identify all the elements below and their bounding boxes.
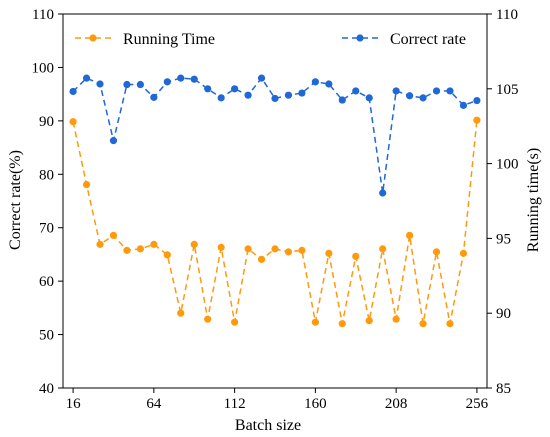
running-time-point bbox=[284, 248, 293, 256]
running-time-point bbox=[352, 252, 360, 260]
correct-rate-point bbox=[459, 101, 468, 109]
correct-rate-point bbox=[338, 96, 346, 104]
right-y-tick-label: 95 bbox=[496, 231, 511, 247]
correct-rate-point bbox=[244, 91, 252, 99]
correct-rate-point bbox=[217, 94, 225, 102]
running-time-point bbox=[446, 320, 454, 328]
correct-rate-point bbox=[473, 96, 481, 105]
correct-rate-point bbox=[123, 80, 131, 89]
legend: Running Time Correct rate bbox=[75, 31, 466, 48]
correct-rate-point bbox=[231, 85, 239, 93]
running-time-point bbox=[82, 180, 91, 189]
running-time-point bbox=[217, 243, 225, 251]
running-time-point bbox=[432, 248, 441, 256]
running-time-line bbox=[72, 120, 478, 324]
running-time-point bbox=[123, 246, 131, 254]
correct-rate-point bbox=[177, 74, 185, 82]
correct-rate-point bbox=[311, 78, 319, 86]
running-time-point bbox=[96, 240, 104, 248]
correct-rate-point bbox=[298, 89, 306, 97]
left-y-tick-label: 50 bbox=[39, 328, 54, 344]
running-time-point bbox=[473, 116, 481, 124]
running-time-point bbox=[136, 245, 144, 253]
x-tick-label: 64 bbox=[146, 396, 162, 412]
correct-rate-point bbox=[284, 91, 293, 99]
correct-rate-point bbox=[271, 94, 279, 103]
left-y-tick-label: 70 bbox=[39, 221, 54, 237]
running-time-point bbox=[190, 240, 198, 248]
running-time-point bbox=[109, 231, 118, 240]
legend-label: Correct rate bbox=[390, 31, 466, 48]
right-y-axis-label: Running time(s) bbox=[525, 148, 542, 252]
left-y-tick-label: 90 bbox=[39, 114, 54, 130]
right-y-tick-label: 105 bbox=[496, 82, 519, 98]
running-time-point bbox=[271, 245, 279, 253]
correct-rate-point bbox=[446, 87, 454, 95]
x-tick-label: 160 bbox=[304, 396, 327, 412]
correct-rate-point bbox=[163, 78, 171, 86]
correct-rate-point bbox=[136, 80, 144, 89]
running-time-point bbox=[311, 318, 319, 326]
x-axis-label: Batch size bbox=[235, 417, 301, 434]
left-y-axis-label: Correct rate(%) bbox=[7, 150, 24, 250]
correct-rate-point bbox=[379, 189, 387, 197]
correct-rate-point bbox=[432, 87, 441, 95]
running-time-point bbox=[244, 245, 252, 253]
correct-rate-point bbox=[392, 87, 400, 95]
plot-marks bbox=[69, 74, 481, 328]
legend-label: Running Time bbox=[123, 31, 215, 48]
correct-rate-point bbox=[419, 94, 427, 102]
x-tick-label: 16 bbox=[66, 396, 82, 412]
legend-item-correct-rate: Correct rate bbox=[342, 31, 466, 48]
correct-rate-point bbox=[96, 80, 104, 88]
left-y-tick-label: 40 bbox=[39, 381, 54, 397]
running-time-point bbox=[177, 309, 185, 317]
correct-rate-point bbox=[204, 85, 212, 93]
running-time-series bbox=[69, 116, 481, 328]
correct-rate-point bbox=[365, 94, 373, 102]
running-time-point bbox=[163, 251, 171, 259]
running-time-point bbox=[365, 317, 373, 325]
right-y-tick-label: 85 bbox=[496, 381, 511, 397]
running-time-point bbox=[325, 249, 333, 257]
correct-rate-point bbox=[82, 74, 91, 82]
correct-rate-point bbox=[257, 74, 266, 82]
right-y-tick-label: 90 bbox=[496, 306, 511, 322]
right-y-tick-label: 110 bbox=[496, 7, 518, 23]
running-time-point bbox=[392, 315, 400, 323]
plot-frame bbox=[62, 13, 488, 389]
correct-rate-series bbox=[69, 74, 481, 197]
correct-rate-point bbox=[352, 87, 360, 95]
correct-rate-point bbox=[325, 80, 333, 88]
right-y-tick-label: 100 bbox=[496, 157, 519, 173]
legend-marker bbox=[89, 34, 97, 42]
left-y-tick-label: 80 bbox=[39, 167, 54, 183]
correct-rate-point bbox=[150, 93, 158, 101]
running-time-point bbox=[231, 318, 239, 326]
running-time-point bbox=[69, 118, 77, 126]
left-y-tick-label: 100 bbox=[32, 60, 55, 76]
x-tick-label: 208 bbox=[385, 396, 408, 412]
correct-rate-point bbox=[406, 92, 414, 100]
x-tick-label: 112 bbox=[224, 396, 246, 412]
running-time-point bbox=[379, 245, 387, 253]
correct-rate-point bbox=[190, 75, 198, 83]
running-time-point bbox=[257, 255, 266, 263]
legend-marker bbox=[356, 34, 364, 42]
x-tick-label: 256 bbox=[466, 396, 489, 412]
correct-rate-point bbox=[69, 87, 77, 96]
running-time-point bbox=[150, 240, 158, 248]
axes: 16 64 112 160 208 256 40 50 60 70 80 90 100 110 85 90 95… bbox=[32, 7, 519, 412]
running-time-point bbox=[419, 320, 427, 328]
left-y-tick-label: 60 bbox=[39, 274, 54, 290]
running-time-point bbox=[406, 231, 414, 240]
legend-item-running-time: Running Time bbox=[75, 31, 215, 48]
correct-rate-point bbox=[109, 137, 118, 145]
running-time-point bbox=[338, 320, 346, 328]
running-time-point bbox=[298, 246, 306, 254]
running-time-point bbox=[459, 249, 468, 257]
left-y-tick-label: 110 bbox=[32, 7, 54, 23]
running-time-point bbox=[204, 315, 212, 323]
